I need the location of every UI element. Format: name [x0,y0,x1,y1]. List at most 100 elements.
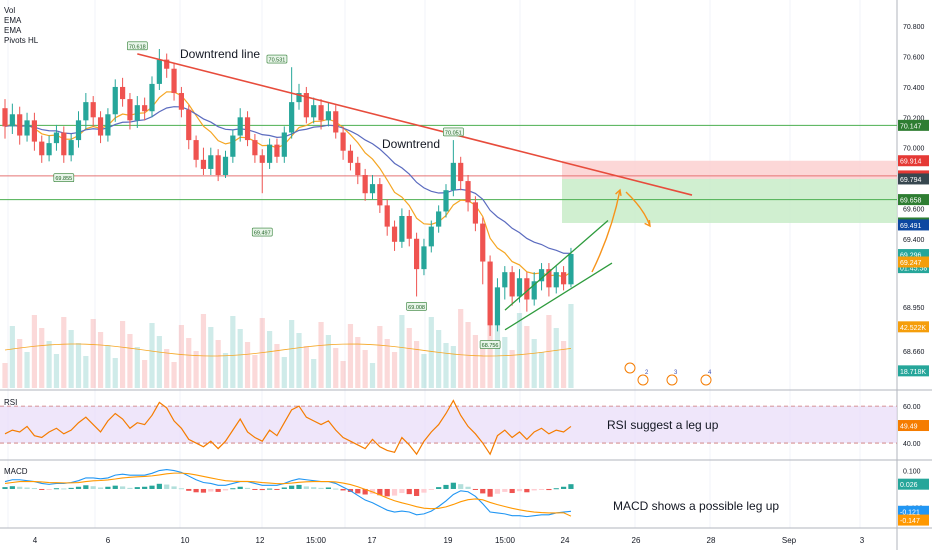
macd-histogram-bar [281,487,287,489]
candle-body [384,205,390,227]
volume-bar [193,351,199,388]
legend-vol[interactable]: Vol [4,6,16,15]
candle-body [39,141,45,156]
event-marker-number: 3 [674,370,678,376]
macd-histogram-bar [538,488,545,490]
time-tick-label: 26 [632,536,641,545]
time-tick-label: 15:00 [306,536,327,545]
volume-bar [289,320,295,388]
price-badge [898,155,929,167]
time-tick-label: 4 [33,536,38,545]
candle-body [53,132,60,144]
time-tick-label: 15:00 [495,536,516,545]
macd-histogram-bar [164,484,170,489]
candle-body [24,120,30,136]
macd-histogram-bar [458,484,464,489]
macd-badge-label: 0.026 [900,482,918,489]
candle-body [487,261,493,326]
volume-bar [200,314,207,388]
candle-body [347,150,354,163]
event-marker-number: 2 [645,370,649,376]
pivot-label: 69.497 [254,231,271,237]
macd-histogram-bar [362,488,368,495]
candle-body [362,175,368,194]
macd-histogram-bar [421,488,427,493]
pivot-label: 69.855 [55,176,72,182]
event-marker-icon [624,362,636,374]
rsi-pane: 60.00 40.00 49.49 [0,399,929,456]
legend-pivots-hl[interactable]: Pivots HL [4,36,39,45]
volume-bar [178,325,184,388]
price-badge-label: 69.794 [900,177,922,184]
volume-bar [516,313,523,388]
volume-bar [39,328,45,388]
time-tick-label: 19 [444,536,453,545]
macd-badge-label: -0.147 [900,518,920,525]
forecast-arrow-up [591,189,621,273]
macd-histogram-bar [274,488,280,490]
candle-body [333,111,339,133]
price-tick-label: 68.660 [903,349,925,356]
forecast-arrow-up-head [615,188,622,197]
volume-bar [303,346,309,388]
volume-bar [267,331,273,388]
annotation-downtrend: Downtrend [382,137,440,151]
volume-bar [53,354,60,388]
stop-loss-zone [562,160,897,179]
volume-bar [531,339,537,388]
price-badge [898,321,929,333]
macd-histogram-bar [83,485,89,489]
volume-bar [538,352,545,388]
candle-body [112,86,118,115]
macd-histogram-bar [53,488,60,490]
time-tick-label: 17 [368,536,377,545]
macd-histogram-bar [553,488,559,490]
legend-ema-1[interactable]: EMA [4,16,22,25]
pivot-badge [127,41,148,51]
candle-body [142,105,148,112]
macd-line [4,469,572,518]
pivot-label: 68.756 [482,343,499,349]
candle-body [568,253,574,285]
channel-upper-line [504,220,609,311]
candle-body [502,272,508,288]
price-badge [898,173,929,185]
annotation-macd: MACD shows a possible leg up [613,499,779,513]
price-badge [898,119,929,131]
pivot-label: 69.008 [408,305,425,311]
macd-histogram-bar [289,485,295,489]
volume-bar [318,322,324,388]
volume-bar [524,326,530,388]
pivot-badge [406,301,427,311]
ema-lines [4,91,572,357]
volume-bar [142,360,148,388]
candle-body [105,114,111,136]
legend-ema-2[interactable]: EMA [4,26,22,35]
volume-bar [244,342,251,388]
event-marker-number: 4 [708,370,712,376]
time-axis: 4 6 10 12 15:00 17 19 15:00 24 26 28 Sep 3 [33,536,865,545]
time-tick-label: 28 [707,536,716,545]
candle-body [553,272,559,288]
volume-bar [487,311,493,388]
candle-body [377,184,383,206]
macd-histogram-bar [450,482,456,489]
event-marker-icon [700,374,712,386]
macd-histogram-bar [75,486,82,489]
candle-body [436,211,442,227]
macd-badge [898,478,929,490]
macd-histogram-bar [259,488,265,491]
volume-bar [46,341,52,388]
volume-bar [2,363,8,388]
position-zones [562,160,897,223]
time-tick-label: 6 [106,536,111,545]
candle-body [480,223,486,262]
macd-histogram-bar [267,488,273,490]
volume-bar [164,349,170,388]
macd-pane-title: MACD [4,467,28,476]
volume-bar [347,324,354,388]
macd-histogram-bar [377,488,383,496]
volume-bar [68,330,74,388]
candle-body [428,226,434,247]
